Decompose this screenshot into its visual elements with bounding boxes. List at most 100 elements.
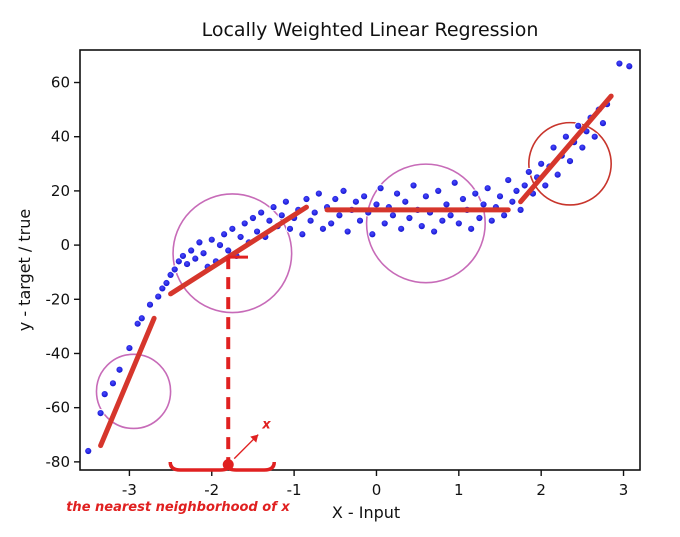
neighborhood-layer [95,121,612,430]
data-point [487,216,496,225]
y-tick-label: -80 [46,453,71,471]
data-point [479,200,488,209]
data-point [541,181,550,190]
data-point [191,254,200,263]
x-tick-label: 2 [536,481,546,499]
data-point [537,159,546,168]
data-point [269,203,278,212]
data-point [380,219,389,228]
data-point [376,184,385,193]
data-point [166,270,175,280]
chart-title: Locally Weighted Linear Regression [202,19,539,41]
data-point [158,284,167,293]
data-point [417,222,426,231]
x-tick-label: -2 [204,481,219,499]
query-arrow-head [250,434,259,443]
plot-frame [79,49,641,471]
data-point [310,208,319,217]
data-point [355,216,365,225]
data-point [388,211,398,220]
data-point [178,251,188,261]
data-point [565,156,575,166]
data-point [252,227,262,236]
data-point [430,227,439,236]
x-tick-label: 0 [372,481,382,499]
data-point [512,186,521,196]
x-tick-label: 1 [454,481,464,499]
data-point [458,194,468,204]
neighborhood-circle [528,121,612,206]
data-point [96,408,105,418]
neighborhood-circle [172,193,293,314]
data-point [133,319,142,328]
data-point [125,343,134,353]
data-point [257,208,266,217]
data-point [306,216,315,225]
data-point [215,240,225,250]
data-point [360,192,369,201]
y-tick-label: -60 [46,399,71,417]
neighborhood-caption: the nearest neighborhood of x [66,500,290,515]
data-point [520,181,529,190]
data-point [471,189,480,198]
data-point [277,211,286,220]
annotation-layer: x the nearest neighborhood of x [66,255,290,515]
local-fit-line [518,93,614,205]
data-point [302,194,311,204]
data-point [553,170,562,179]
axis-ticks: -3 -2 -1 0 1 2 3 -80 -60 -40 -20 0 20 40 60 [46,74,629,499]
data-point [154,292,163,301]
y-tick-label: -20 [46,290,71,308]
y-tick-label: 40 [51,128,70,146]
data-point [195,238,204,247]
data-point [281,197,290,206]
query-point-dot [222,459,234,471]
data-point [331,194,340,204]
data-point [467,224,476,233]
data-point [265,216,274,225]
data-point [578,143,587,152]
data-point [108,379,118,388]
data-point [561,132,570,141]
data-point [343,227,352,236]
data-point [199,249,208,258]
data-point [145,300,155,309]
data-point [187,246,196,255]
data-point [625,62,634,71]
data-point [170,265,179,274]
data-point [248,213,258,223]
data-point [335,211,344,220]
x-tick-label: -3 [122,481,137,499]
data-point [450,178,459,187]
y-tick-label: 60 [51,74,70,92]
data-point [405,213,414,223]
data-point [475,213,484,223]
data-point [446,211,455,220]
y-tick-label: -40 [46,344,71,362]
neighborhood-circle [365,163,486,284]
y-tick-label: 20 [51,182,70,200]
data-point [438,216,447,225]
data-point [162,278,171,288]
data-point [500,211,509,220]
data-point [549,143,558,152]
data-point [504,175,513,185]
neighborhood-circle [95,353,172,430]
data-point [392,189,402,198]
data-point [318,224,328,233]
data-point [495,192,505,201]
data-point [327,219,336,228]
local-fit-line [168,204,309,297]
x-axis-title: X - Input [332,503,400,522]
data-point [137,314,146,323]
data-point [401,197,410,206]
data-point [298,230,307,239]
data-point [224,246,233,255]
query-label: x [261,418,271,433]
data-point [314,189,323,198]
data-point [615,59,624,68]
data-point [220,230,229,239]
x-tick-label: 3 [619,481,629,499]
